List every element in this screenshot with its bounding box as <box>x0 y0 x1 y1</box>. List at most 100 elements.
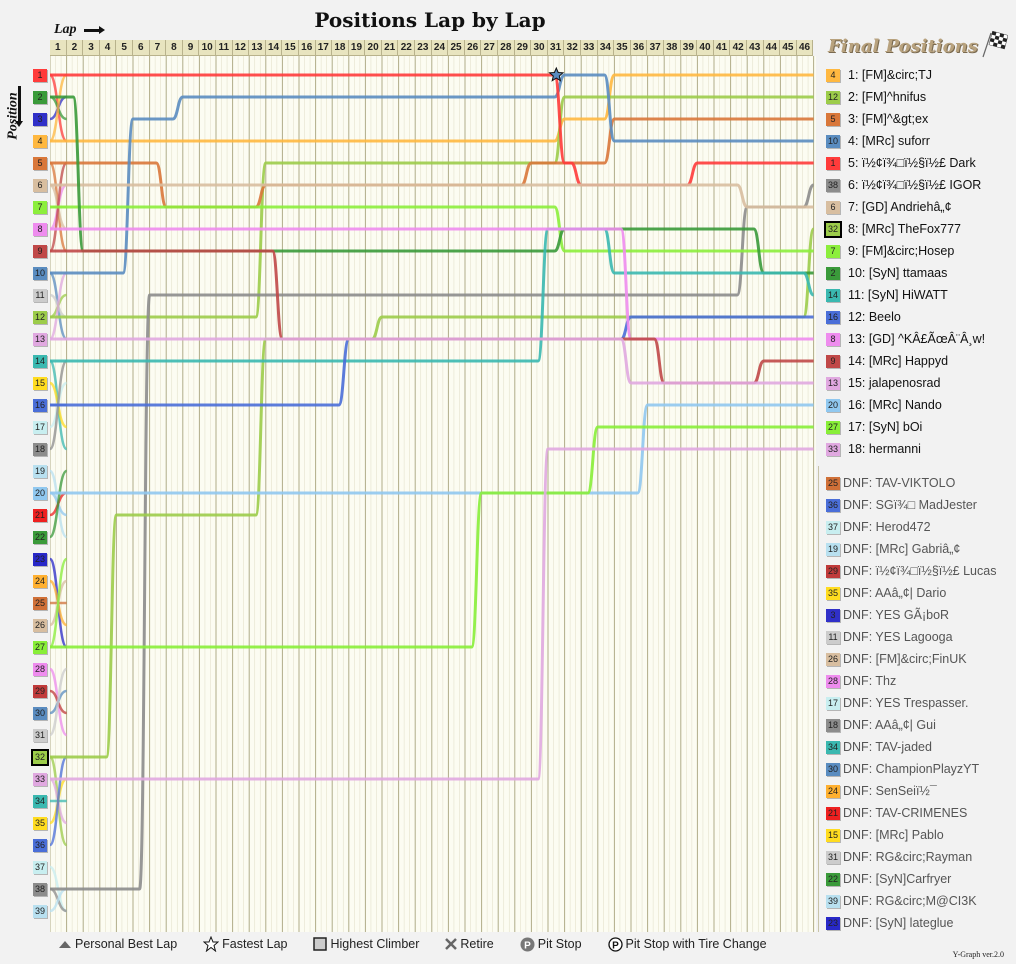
start-position-badge: 11 <box>826 630 840 644</box>
lap-header-cell: 18 <box>332 40 349 56</box>
dnf-row: 15 DNF: [MRc] Pablo <box>826 826 944 844</box>
lap-header-cell: 39 <box>680 40 698 56</box>
lap-header-cell: 34 <box>597 40 615 56</box>
position-badge: 13 <box>33 333 47 346</box>
chart-title: Positions Lap by Lap <box>314 8 546 32</box>
dnf-row: 37 DNF: Herod472 <box>826 518 931 536</box>
position-arrow-icon <box>15 86 23 127</box>
position-badge: 36 <box>33 839 47 852</box>
final-position-row: 2 10: [SyN] ttamaas <box>826 264 947 282</box>
driver-name: DNF: YES Lagooga <box>843 630 953 644</box>
lap-header-cell: 35 <box>614 40 631 56</box>
position-badge: 37 <box>33 861 47 874</box>
driver-name: DNF: [FM]&circ;FinUK <box>843 652 967 666</box>
dnf-row: 23 DNF: [SyN] lateglue <box>826 914 953 932</box>
lap-header-cell: 38 <box>663 40 681 56</box>
lap-header-cell: 42 <box>730 40 747 56</box>
lap-header-cell: 11 <box>215 40 233 56</box>
position-badge: 26 <box>33 619 47 632</box>
position-badge: 12 <box>33 311 47 324</box>
position-badge: 15 <box>33 377 47 390</box>
start-position-badge: 15 <box>826 828 840 842</box>
final-position-row: 38 6: ï½¢ï¾□ï½§ï½£ IGOR <box>826 176 981 194</box>
position-badge: 8 <box>33 223 47 236</box>
position-badge: 25 <box>33 597 47 610</box>
start-position-badge: 20 <box>826 398 840 412</box>
lap-header-cell: 37 <box>647 40 664 56</box>
final-position-row: 20 16: [MRc] Nando <box>826 396 942 414</box>
pit-stop-tire-icon: P <box>607 936 623 952</box>
dnf-row: 11 DNF: YES Lagooga <box>826 628 953 646</box>
dnf-row: 19 DNF: [MRc] Gabriâ„¢ <box>826 540 960 558</box>
star-icon <box>203 936 220 952</box>
start-position-badge: 28 <box>826 674 840 688</box>
final-position-row: 10 4: [MRc] suforr <box>826 132 930 150</box>
lap-header-cell: 1 <box>50 40 67 56</box>
final-position-row: 1 5: ï½¢ï¾□ï½§ï½£ Dark <box>826 154 976 172</box>
lap-header-cell: 4 <box>99 40 117 56</box>
start-position-badge: 14 <box>826 288 840 302</box>
lap-axis-label: Lap <box>54 22 77 37</box>
start-position-badge: 18 <box>826 718 840 732</box>
final-position-row: 13 15: jalapenosrad <box>826 374 940 392</box>
start-position-badge: 27 <box>826 420 840 434</box>
driver-name: DNF: SGï¾□ MadJester <box>843 498 977 512</box>
start-position-badge: 25 <box>826 476 840 490</box>
start-position-badge: 3 <box>826 608 840 622</box>
dnf-row: 31 DNF: RG&circ;Rayman <box>826 848 972 866</box>
position-badge: 39 <box>33 905 47 918</box>
position-badge: 21 <box>33 509 47 522</box>
driver-name: 6: ï½¢ï¾□ï½§ï½£ IGOR <box>848 178 982 192</box>
dnf-row: 28 DNF: Thz <box>826 672 896 690</box>
dnf-row: 29 DNF: ï½¢ï¾□ï½§ï½£ Lucas <box>826 562 996 580</box>
position-badge: 17 <box>33 421 47 434</box>
lap-header-cell: 25 <box>448 40 465 56</box>
start-position-badge: 34 <box>826 740 840 754</box>
position-badge: 22 <box>33 531 47 544</box>
lap-header-cell: 15 <box>282 40 299 56</box>
start-position-badge: 37 <box>826 520 840 534</box>
lap-header-cell: 31 <box>547 40 565 56</box>
start-position-badge: 39 <box>826 894 840 908</box>
driver-name: DNF: ï½¢ï¾□ï½§ï½£ Lucas <box>843 564 997 578</box>
start-position-badge: 10 <box>826 134 840 148</box>
lap-header-cell: 33 <box>581 40 598 56</box>
lap-header: 1 2 3 4 5 6 7 8 9 10 11 12 13 14 15 16 17 18 19 20 21 22 23 24 2… <box>50 40 814 56</box>
driver-name: 4: [MRc] suforr <box>848 134 930 148</box>
lap-header-cell: 46 <box>796 40 814 56</box>
position-badge: 31 <box>33 729 47 742</box>
lap-header-cell: 30 <box>531 40 548 56</box>
position-badge: 34 <box>33 795 47 808</box>
dnf-row: 30 DNF: ChampionPlayzYT <box>826 760 979 778</box>
dnf-row: 39 DNF: RG&circ;M@CI3K <box>826 892 977 910</box>
driver-name: 10: [SyN] ttamaas <box>848 266 948 280</box>
triangle-icon <box>59 941 71 948</box>
driver-name: 9: [FM]&circ;Hosep <box>848 244 955 258</box>
lap-arrow-icon <box>84 26 105 34</box>
final-position-row: 9 14: [MRc] Happyd <box>826 352 948 370</box>
driver-name: DNF: YES GÃ¡boR <box>843 608 950 622</box>
driver-name: DNF: AAâ„¢| Gui <box>843 718 936 732</box>
start-position-badge: 38 <box>826 178 840 192</box>
final-position-row: 4 1: [FM]&circ;TJ <box>826 66 932 84</box>
start-position-badge: 33 <box>826 442 840 456</box>
lap-header-cell: 7 <box>149 40 167 56</box>
dnf-row: 26 DNF: [FM]&circ;FinUK <box>826 650 967 668</box>
lap-header-cell: 27 <box>481 40 499 56</box>
chart-key: Personal Best Lap Fastest Lap Highest Cl… <box>58 936 793 952</box>
lap-header-cell: 2 <box>66 40 84 56</box>
driver-name: 18: hermanni <box>848 442 921 456</box>
driver-name: 3: [FM]^&gt;ex <box>848 112 929 126</box>
driver-name: DNF: [MRc] Gabriâ„¢ <box>843 542 961 556</box>
x-icon <box>445 938 458 950</box>
position-badge: 24 <box>33 575 47 588</box>
square-icon <box>313 937 328 951</box>
start-position-badge: 36 <box>826 498 840 512</box>
lap-header-cell: 13 <box>249 40 266 56</box>
checkered-flag-icon <box>982 30 1008 58</box>
dnf-row: 35 DNF: AAâ„¢| Dario <box>826 584 946 602</box>
lap-header-cell: 23 <box>415 40 432 56</box>
driver-name: DNF: RG&circ;Rayman <box>843 850 973 864</box>
final-position-row: 12 2: [FM]^hnifus <box>826 88 926 106</box>
final-positions-title: Final Positions <box>828 36 978 57</box>
